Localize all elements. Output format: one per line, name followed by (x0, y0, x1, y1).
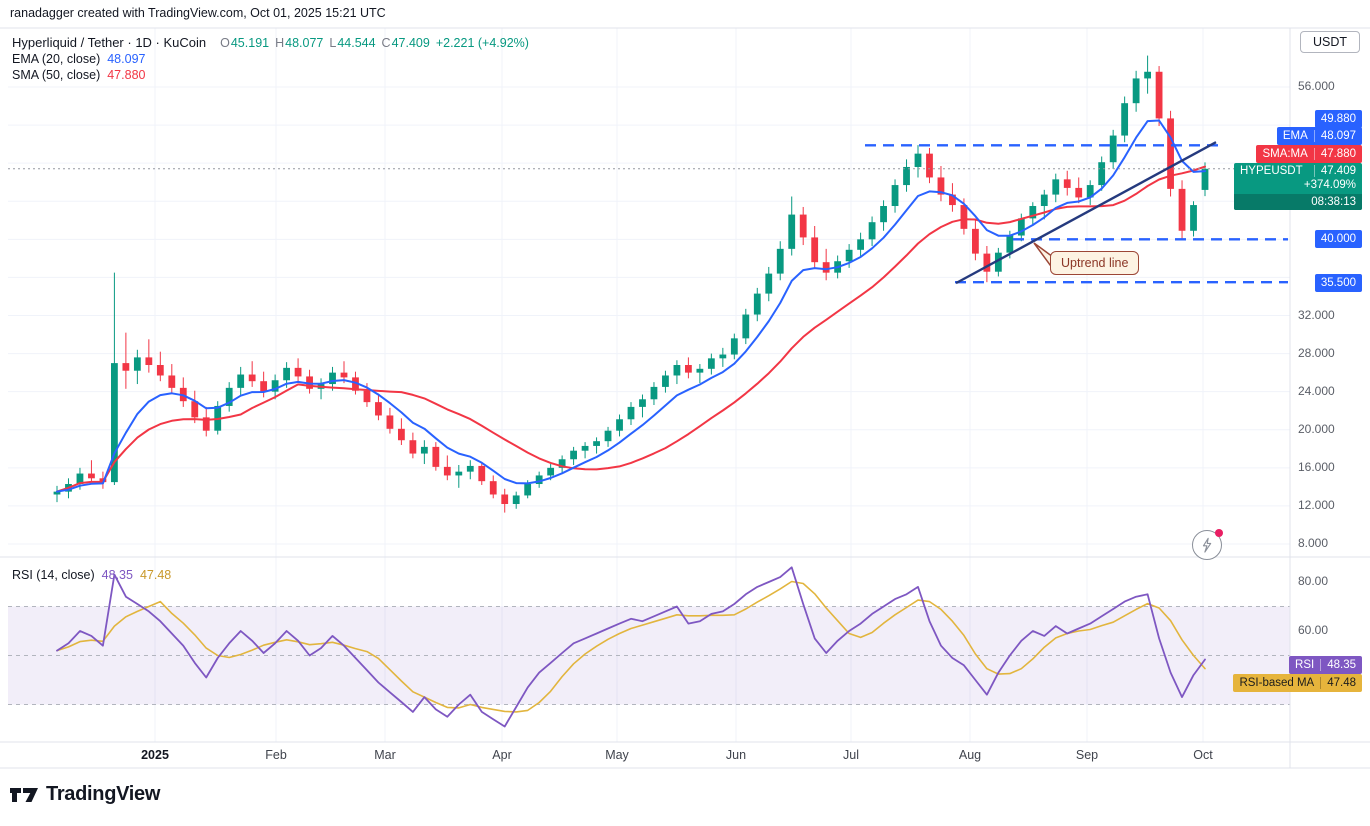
change-value: +2.221 (+4.92%) (435, 36, 529, 50)
ema-badge-value: 48.097 (1313, 130, 1356, 142)
sma-badge-value: 47.880 (1313, 148, 1356, 160)
price-axis-label: 20.000 (1298, 422, 1335, 436)
level-badge-35500: 35.500 (1314, 274, 1362, 292)
rsi-legend-label: RSI (14, close) (12, 568, 95, 582)
sma-badge-label: SMA:MA (1262, 148, 1308, 160)
rsi-badge-value: 48.35 (1320, 659, 1356, 671)
time-axis-label: Sep (1075, 748, 1099, 762)
price-axis-label: 28.000 (1298, 346, 1335, 360)
sma-axis-badge: SMA:MA 47.880 (1256, 145, 1362, 163)
symbol-badge-ticker: HYPEUSDT (1240, 165, 1303, 177)
flash-icon[interactable] (1192, 529, 1223, 560)
sma-legend-label: SMA (50, close) (12, 68, 101, 82)
attribution-text: ranadagger created with TradingView.com,… (10, 6, 386, 20)
currency-toggle[interactable]: USDT (1299, 31, 1360, 53)
rsi-ma-badge-label: RSI-based MA (1239, 677, 1315, 689)
chart-legend: Hyperliquid / Tether · 1D · KuCoin O45.19… (12, 35, 529, 50)
lightning-bolt-icon (1202, 537, 1212, 553)
symbol-title[interactable]: Hyperliquid / Tether · 1D · KuCoin (12, 35, 207, 50)
symbol-badge-countdown: 08:38:13 (1234, 194, 1362, 210)
rsi-ma-badge-value: 47.48 (1320, 677, 1356, 689)
rsi-legend-value: 48.35 (101, 568, 133, 582)
ohlc-open-label: O (220, 36, 230, 50)
rsi-badge-label: RSI (1295, 659, 1315, 671)
notification-dot (1215, 529, 1223, 537)
ema-axis-badge: EMA 48.097 (1276, 127, 1362, 145)
time-axis-label: Jun (725, 748, 747, 762)
sma-legend-row[interactable]: SMA (50, close) 47.880 (12, 68, 145, 82)
price-axis-label: 16.000 (1298, 460, 1335, 474)
sma-legend-value: 47.880 (107, 68, 146, 82)
rsi-axis-badge: RSI 48.35 (1289, 656, 1362, 674)
ohlc-open-value: 45.191 (230, 36, 270, 50)
rsi-ma-axis-badge: RSI-based MA 47.48 (1233, 674, 1362, 692)
level-badge-value: 40.000 (1320, 233, 1356, 245)
ema-badge-label: EMA (1282, 130, 1308, 142)
rsi-axis-label: 80.00 (1298, 574, 1329, 588)
price-axis-label: 56.000 (1298, 79, 1335, 93)
symbol-badge-price: 47.409 (1313, 165, 1356, 177)
symbol-price-badge: HYPEUSDT 47.409 +374.09% 08:38:13 (1234, 163, 1362, 210)
tradingview-wordmark: TradingView (46, 783, 161, 805)
time-axis-label-year: 2025 (141, 748, 169, 762)
rsi-ma-legend-value: 47.48 (139, 568, 172, 582)
time-axis-label: Aug (958, 748, 982, 762)
time-axis-label: Mar (374, 748, 396, 762)
ohlc-low-value: 44.544 (337, 36, 376, 50)
price-axis-label: 8.000 (1298, 536, 1329, 550)
level-badge-40000: 40.000 (1314, 230, 1362, 248)
uptrend-callout[interactable]: Uptrend line (1050, 251, 1140, 275)
level-badge-49880: 49.880 (1314, 110, 1362, 128)
tradingview-logo[interactable]: TradingView (10, 783, 160, 806)
ohlc-low-label: L (329, 36, 337, 50)
tradingview-mark-icon (10, 787, 38, 802)
rsi-axis-label: 60.00 (1298, 623, 1329, 637)
time-axis-label: Jul (843, 748, 859, 762)
level-badge-value: 35.500 (1320, 277, 1356, 289)
rsi-legend-row[interactable]: RSI (14, close) 48.35 47.48 (12, 568, 171, 582)
level-badge-value: 49.880 (1320, 113, 1356, 125)
ohlc-close-label: C (381, 36, 391, 50)
ema-legend-row[interactable]: EMA (20, close) 48.097 (12, 52, 145, 66)
time-axis-label: May (605, 748, 629, 762)
price-axis-label: 32.000 (1298, 308, 1335, 322)
ohlc-close-value: 47.409 (391, 36, 430, 50)
ohlc-high-label: H (275, 36, 285, 50)
ema-legend-label: EMA (20, close) (12, 52, 101, 66)
time-axis-label: Feb (265, 748, 287, 762)
time-axis-label: Oct (1193, 748, 1213, 762)
time-axis-label: Apr (492, 748, 512, 762)
ema-legend-value: 48.097 (107, 52, 146, 66)
price-axis-label: 12.000 (1298, 498, 1335, 512)
ohlc-high-value: 48.077 (285, 36, 324, 50)
price-axis-label: 24.000 (1298, 384, 1335, 398)
symbol-badge-change: +374.09% (1303, 179, 1356, 191)
